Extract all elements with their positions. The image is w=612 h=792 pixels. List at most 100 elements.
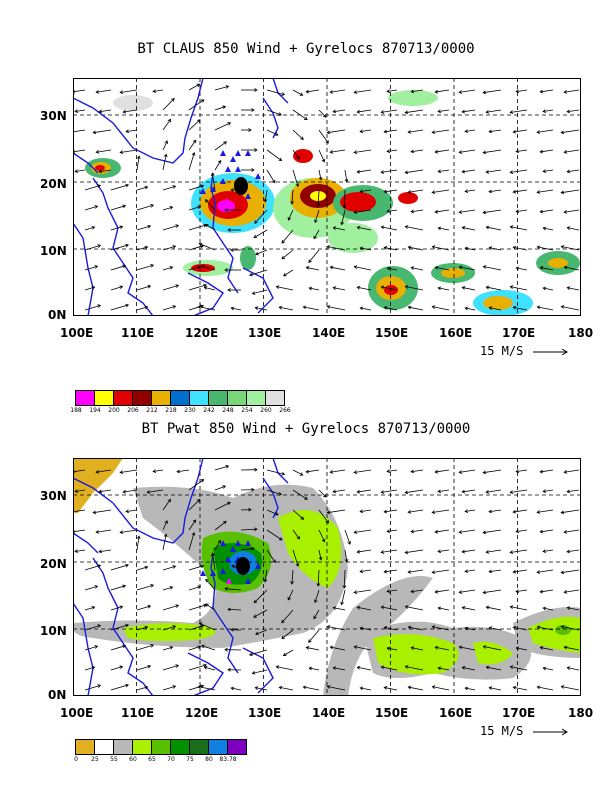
wind-vector-head <box>340 221 344 226</box>
wind-vector-head <box>515 89 520 94</box>
bottom-colorbar-label: 65 <box>148 756 156 763</box>
wind-vector <box>405 226 424 231</box>
wind-vector <box>162 534 167 551</box>
wind-vector-head <box>386 89 391 94</box>
wind-vector-head <box>485 665 490 670</box>
wind-vector-head <box>249 272 253 277</box>
wind-vector-head <box>563 645 568 650</box>
wind-vector <box>405 549 424 554</box>
wind-vector-head <box>217 539 221 544</box>
wind-vector-head <box>461 549 466 554</box>
wind-vector-head <box>122 584 127 589</box>
wind-vector-head <box>383 626 388 630</box>
wind-vector <box>354 209 372 213</box>
wind-vector-head <box>359 509 364 514</box>
wind-vector <box>537 306 554 311</box>
wind-vector-head <box>125 509 130 514</box>
wind-vector-head <box>254 148 258 152</box>
wind-vector-head <box>230 248 234 252</box>
wind-vector <box>564 529 580 533</box>
wind-vector-head <box>461 109 466 114</box>
wind-vector-head <box>203 286 208 290</box>
wind-vector <box>188 139 197 151</box>
wind-vector <box>387 89 398 92</box>
wind-vector-head <box>192 519 197 524</box>
wind-vector <box>188 664 207 671</box>
wind-vector <box>309 287 320 291</box>
bottom-lon-label-140e: 140E <box>312 706 346 720</box>
wind-vector <box>110 265 126 271</box>
wind-vector <box>465 247 476 251</box>
wind-vector-head <box>437 169 442 174</box>
wind-vector-head <box>95 150 100 154</box>
top-colorbar-swatch <box>265 390 285 406</box>
wind-vector-head <box>404 225 409 229</box>
wind-vector <box>318 529 325 542</box>
wind-vector <box>435 266 450 271</box>
wind-vector <box>344 549 348 562</box>
wind-vector-head <box>227 667 231 672</box>
wind-vector <box>162 305 176 311</box>
wind-vector-head <box>95 90 100 94</box>
wind-vector-head <box>404 170 409 175</box>
wind-vector <box>318 129 329 144</box>
wind-vector <box>486 666 502 671</box>
wind-vector <box>153 89 164 92</box>
wind-vector <box>327 129 346 134</box>
wind-vector-head <box>125 183 129 188</box>
wind-vector-head <box>380 225 385 230</box>
wind-vector <box>292 89 303 96</box>
top-colorbar-label: 230 <box>184 407 196 414</box>
wind-vector <box>162 266 173 271</box>
top-lon-label-170e: 170E <box>502 326 536 340</box>
wind-vector <box>459 646 476 651</box>
wind-vector-head <box>539 529 544 534</box>
wind-vector-head <box>200 624 205 629</box>
wind-vector-head <box>482 265 487 269</box>
top-lon-label-140e: 140E <box>312 326 346 340</box>
wind-vector <box>384 509 398 513</box>
wind-vector <box>486 226 502 231</box>
wind-vector-head <box>251 671 256 675</box>
wind-vector-head <box>97 564 102 568</box>
wind-vector-head <box>431 685 436 689</box>
wind-vector-head <box>163 153 168 158</box>
wind-vector <box>99 549 112 553</box>
wind-vector-head <box>329 90 334 94</box>
wind-vector-head <box>251 487 255 492</box>
wind-vector-head <box>263 578 268 583</box>
wind-vector-head <box>197 265 202 270</box>
wind-vector <box>327 686 346 691</box>
wind-vector-head <box>197 645 202 650</box>
wind-vector-head <box>458 90 463 94</box>
wind-vector <box>341 589 346 605</box>
wind-vector-head <box>404 110 409 115</box>
wind-vector <box>489 687 502 691</box>
wind-vector-head <box>461 666 466 670</box>
wind-vector <box>266 469 285 475</box>
wind-vector-head <box>119 605 124 610</box>
wind-vector <box>357 489 372 493</box>
wind-vector-head <box>74 549 79 554</box>
wind-vector <box>357 549 372 553</box>
wind-vector <box>110 666 123 671</box>
wind-vector-head <box>380 110 385 114</box>
wind-vector <box>357 169 372 173</box>
wind-vector-head <box>281 255 286 260</box>
wind-vector-head <box>437 666 442 671</box>
wind-vector <box>543 489 554 492</box>
wind-vector <box>84 685 101 691</box>
wind-vector <box>537 246 554 251</box>
wind-vector <box>214 141 227 151</box>
wind-vector-head <box>95 530 100 534</box>
wind-vector-head <box>359 246 364 251</box>
wind-vector-head <box>332 226 337 230</box>
wind-vector-head <box>254 527 258 532</box>
wind-vector-head <box>485 490 490 494</box>
wind-vector-head <box>434 645 439 650</box>
wind-vector <box>432 509 450 513</box>
wind-vector <box>537 626 554 631</box>
wind-vector-head <box>251 291 256 295</box>
wind-vector-head <box>509 285 514 289</box>
wind-vector-head <box>147 604 152 609</box>
